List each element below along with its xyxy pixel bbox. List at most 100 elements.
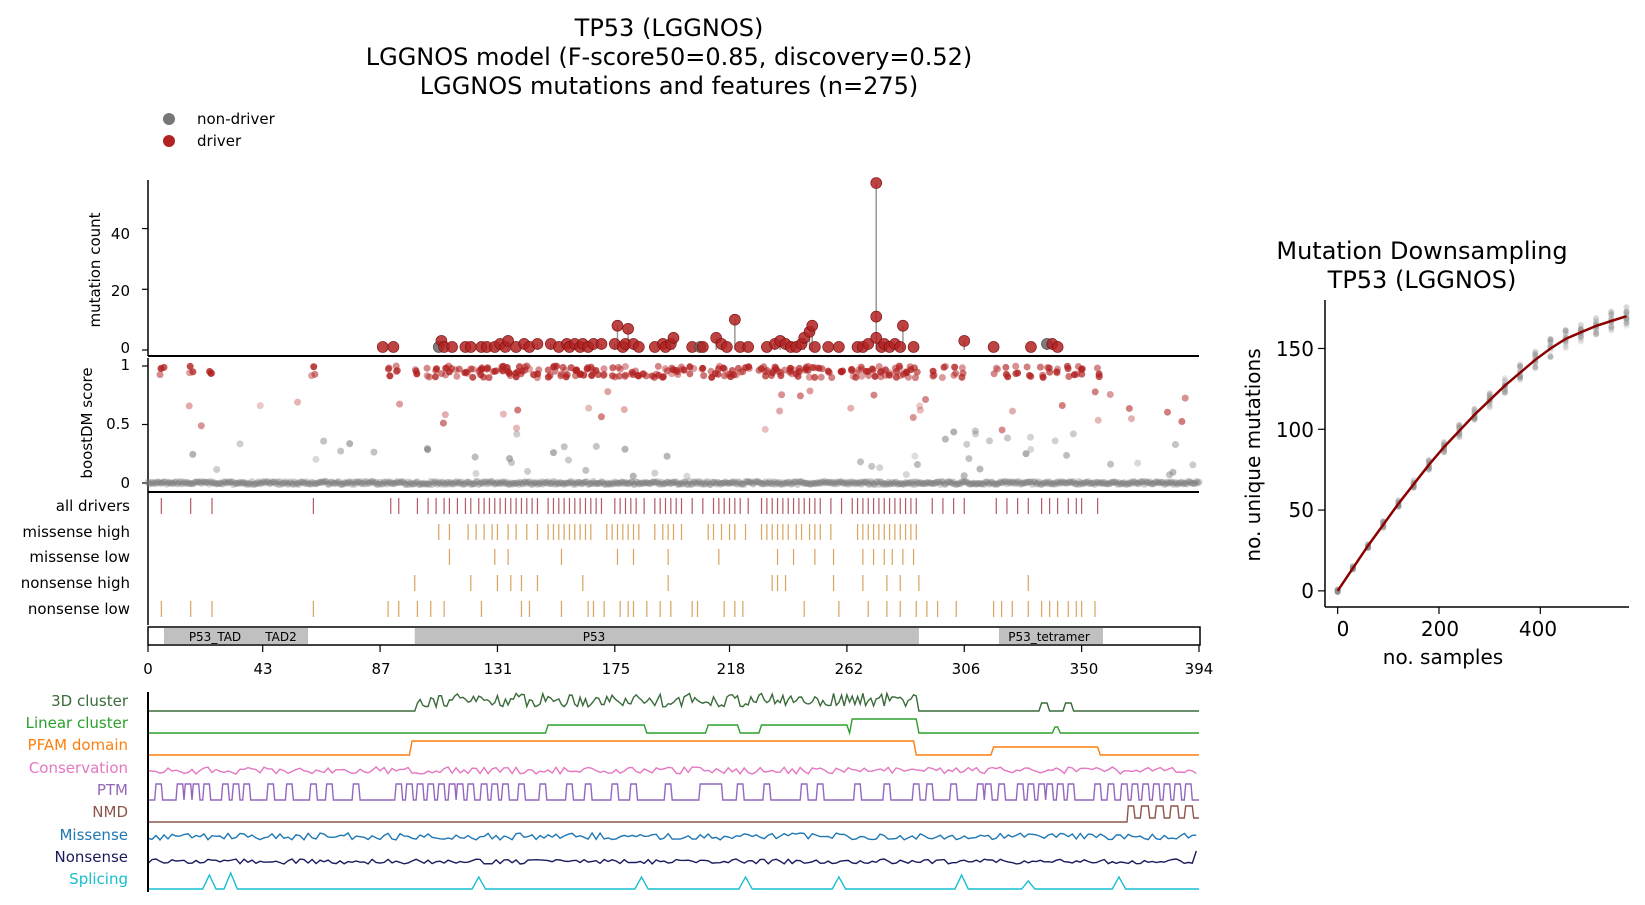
score-point-low (848, 479, 856, 487)
score-point-driver (499, 362, 507, 370)
score-point-low (644, 479, 652, 487)
downsampling-x-tick-label: 400 (1519, 617, 1557, 641)
score-point-low (859, 478, 867, 486)
score-point-low (661, 480, 669, 488)
score-point-low (257, 479, 265, 487)
score-point-low (459, 480, 467, 488)
score-point-low (593, 479, 601, 487)
track-label-nonsense-high: nonsense high (21, 574, 130, 592)
score-point-low (160, 478, 168, 486)
score-point-driver (916, 402, 924, 410)
score-point-driver (998, 426, 1006, 434)
score-point-low (540, 479, 548, 487)
boostdm-score-tick-label: 0.5 (106, 415, 130, 433)
score-point-low (577, 480, 585, 488)
score-point-driver (952, 369, 960, 377)
score-point-low (763, 479, 771, 487)
score-point-low (485, 479, 493, 487)
downsampling-sample-point (1623, 318, 1630, 325)
score-point-low (500, 478, 508, 486)
downsampling-sample-point (1486, 403, 1493, 410)
score-point-mid (911, 452, 919, 460)
downsampling-sample-point (1547, 336, 1554, 343)
score-point-low (557, 479, 565, 487)
score-point-low (694, 480, 702, 488)
score-point-low (463, 478, 471, 486)
score-point-driver (899, 370, 907, 378)
downsampling-sample-point (1501, 374, 1508, 381)
score-point-low (472, 478, 480, 486)
driver-mutation-point (387, 341, 400, 353)
score-point-low (906, 479, 914, 487)
score-point-low (395, 479, 403, 487)
score-point-driver (535, 366, 543, 374)
score-point-mid (1189, 461, 1197, 469)
score-point-low (1102, 480, 1110, 488)
score-point-low (493, 478, 501, 486)
downsampling-y-tick-label: 50 (1289, 498, 1314, 522)
score-point-low (1148, 480, 1156, 488)
downsampling-sample-point (1517, 363, 1524, 370)
score-point-low (1084, 478, 1092, 486)
score-point-low (441, 480, 449, 488)
score-point-low (910, 478, 918, 486)
score-point-low (876, 478, 884, 486)
score-point-low (623, 479, 631, 487)
score-point-mid (524, 467, 532, 475)
score-point-low (663, 478, 671, 486)
score-point-driver (677, 363, 685, 371)
score-point-low (359, 479, 367, 487)
feature-line-3d-cluster (148, 691, 1199, 712)
score-point-low (894, 480, 902, 488)
score-point-low (1034, 479, 1042, 487)
score-point-low (1182, 479, 1190, 487)
score-point-mid (424, 446, 432, 454)
score-point-driver (185, 402, 193, 410)
score-point-low (759, 480, 767, 488)
score-point-low (239, 479, 247, 487)
x-tick-label: 87 (371, 660, 390, 678)
score-point-low (265, 479, 273, 487)
score-point-low (411, 480, 419, 488)
score-point-low (421, 480, 429, 488)
score-point-low (796, 478, 804, 486)
score-point-low (1179, 480, 1187, 488)
score-point-low (719, 479, 727, 487)
score-point-low (679, 480, 687, 488)
downsampling-sample-point (1456, 434, 1463, 441)
downsampling-sample-point (1608, 323, 1615, 330)
score-point-low (468, 480, 476, 488)
score-point-low (806, 480, 814, 488)
score-point-low (1142, 478, 1150, 486)
track-label-nonsense-low: nonsense low (28, 600, 130, 618)
score-point-driver (587, 363, 595, 371)
score-point-mid (971, 427, 979, 435)
downsampling-sample-point (1623, 316, 1630, 323)
score-point-low (996, 478, 1004, 486)
score-point-low (750, 480, 758, 488)
score-point-low (503, 478, 511, 486)
score-point-driver (600, 371, 608, 379)
score-point-low (754, 478, 762, 486)
score-point-low (296, 479, 304, 487)
score-point-low (589, 478, 597, 486)
score-point-low (595, 480, 603, 488)
score-point-low (563, 479, 571, 487)
score-point-low (852, 479, 860, 487)
score-point-low (544, 478, 552, 486)
score-point-low (260, 478, 268, 486)
score-point-low (966, 480, 974, 488)
downsampling-sample-point (1532, 364, 1539, 371)
score-point-low (1035, 478, 1043, 486)
score-point-low (237, 478, 245, 486)
score-point-low (365, 479, 373, 487)
score-point-low (1123, 480, 1131, 488)
score-point-mid (1026, 433, 1034, 441)
score-point-low (512, 479, 520, 487)
driver-mutation-point (894, 341, 907, 353)
score-point-low (955, 480, 963, 488)
score-point-mid (950, 428, 958, 436)
score-point-low (307, 480, 315, 488)
score-point-low (1040, 479, 1048, 487)
score-point-low (1152, 478, 1160, 486)
